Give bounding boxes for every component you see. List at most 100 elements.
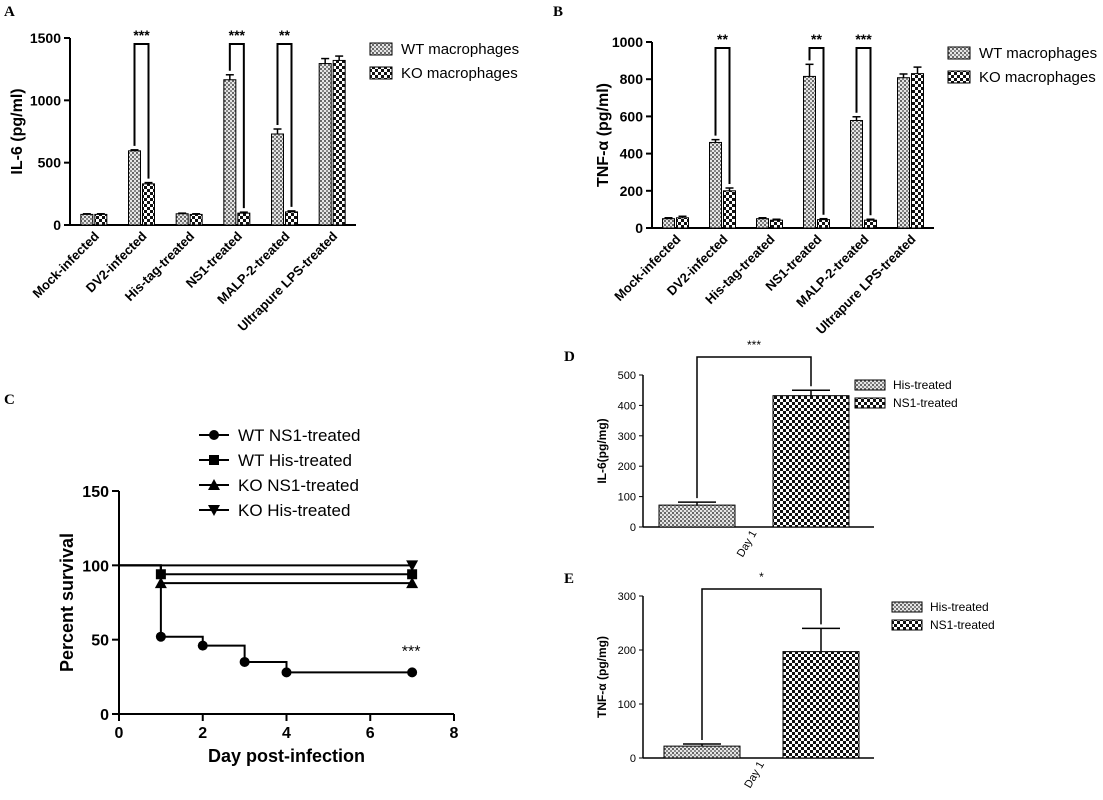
legend-label-his-treated: His-treated [930,600,989,614]
y-tick-label: 200 [620,183,644,199]
data-point-ko-his-treated [406,560,419,572]
y-tick-label: 0 [100,707,109,724]
x-axis-title: Day post-infection [208,746,365,766]
bar-wt-macrophages-ultrapure-lps-treated [897,77,910,229]
panel-label-e: E [564,571,574,587]
x-tick-label: Day 1 [742,760,767,791]
panel-label-b: B [553,4,563,20]
y-tick-label: 0 [630,522,636,534]
data-point-ko-ns1-treated [406,577,419,589]
data-point-wt-ns1-treated [239,656,250,667]
significance-bracket [855,47,872,216]
y-tick-label: 1500 [30,30,61,46]
significance-bracket [808,47,825,215]
survival-line-wt-ns1-treated [119,564,413,674]
y-axis-title: Percent survival [57,533,77,672]
data-point-wt-ns1-treated [155,631,166,642]
bar-ko-macrophages-dv2-infected [142,183,155,226]
legend-label-ko-macrophages: KO macrophages [979,69,1096,86]
bar-ko-macrophages-ultrapure-lps-treated [332,59,346,226]
significance-bracket [701,588,822,740]
y-tick-label: 0 [630,753,636,765]
significance-bracket [228,43,245,209]
y-tick-label: 0 [635,220,643,236]
x-tick-label: 4 [282,725,291,742]
bar-wt-macrophages-dv2-infected [128,150,141,226]
legend-label-ns1-treated: NS1-treated [930,618,995,632]
bar-ns1-treated [782,651,860,759]
bar-wt-macrophages-ultrapure-lps-treated [318,63,332,226]
legend-marker-ko-ns1-treated [208,479,220,490]
significance-label: * [759,570,764,584]
legend-swatch-his-treated [891,601,923,613]
legend-marker-wt-ns1-treated [209,430,219,440]
legend-swatch-ns1-treated [891,619,923,631]
y-tick-label: 1000 [612,34,643,50]
bar-wt-macrophages-mock-infected [80,213,94,226]
y-tick-label: 200 [618,645,636,657]
legend-label-wt-ns1-treated: WT NS1-treated [238,426,361,445]
y-tick-label: 1000 [30,92,61,108]
bar-wt-macrophages-malp-2-treated [850,119,863,229]
y-tick-label: 200 [618,461,636,473]
bar-ko-macrophages-malp-2-treated [285,211,298,226]
bar-his-treated [663,745,741,759]
bar-ko-macrophages-dv2-infected [723,190,736,229]
bar-ko-macrophages-ns1-treated [817,219,830,229]
x-tick-label: 6 [366,725,375,742]
legend-label-wt-his-treated: WT His-treated [238,451,352,470]
legend-label-wt-macrophages: WT macrophages [401,41,519,58]
bar-ko-macrophages-ns1-treated [237,212,251,226]
bar-wt-macrophages-dv2-infected [709,141,722,229]
y-axis-title: TNF-α (pg/ml) [595,83,612,187]
significance-label: ** [717,31,728,47]
legend-swatch-ko-macrophages [947,70,971,84]
chart-panel-c: 0 50 100 150 0 2 4 6 8 Day post-infection Percent … [57,426,459,766]
legend-marker-wt-his-treated [209,455,219,465]
bar-ko-macrophages-his-tag-treated [189,213,203,226]
legend-swatch-wt-macrophages [947,46,971,60]
x-tick-label: Ultrapure LPS-treated [235,228,341,334]
y-tick-label: 600 [620,108,644,124]
legend-label-ns1-treated: NS1-treated [893,396,958,410]
y-tick-label: 300 [618,591,636,603]
x-tick-label: 0 [115,725,124,742]
legend-label-wt-macrophages: WT macrophages [979,45,1097,62]
y-tick-label: 0 [53,217,61,233]
bar-ko-macrophages-mock-infected [676,217,689,229]
x-tick-label: Day 1 [735,529,760,560]
y-tick-label: 500 [618,370,636,382]
legend-swatch-ns1-treated [854,397,886,409]
chart-panel-e: 0 100 200 300 TNF-α (pg/mg) Day 1 * His-treated… [595,570,995,790]
significance-label: *** [229,27,246,43]
bar-wt-macrophages-malp-2-treated [271,133,284,226]
bar-wt-macrophages-ns1-treated [223,79,237,226]
legend-label-ko-ns1-treated: KO NS1-treated [238,476,359,495]
panel-label-d: D [564,349,575,365]
y-tick-label: 100 [618,699,636,711]
bar-wt-macrophages-ns1-treated [803,75,816,229]
y-tick-label: 100 [618,492,636,504]
panel-label-c: C [4,392,15,408]
y-tick-label: 500 [38,155,62,171]
legend-swatch-his-treated [854,379,886,391]
y-tick-label: 400 [618,400,636,412]
legend-swatch-wt-macrophages [369,42,393,56]
chart-panel-d: 0 100 200 300 400 500 IL-6(pg/mg) Day 1 *** His-t… [595,338,958,559]
x-tick-label: 8 [450,725,459,742]
data-point-wt-ns1-treated [281,667,292,678]
bar-wt-macrophages-his-tag-treated [756,218,769,229]
legend-label-ko-macrophages: KO macrophages [401,65,518,82]
significance-label: *** [747,338,761,352]
y-tick-label: 400 [620,146,644,162]
data-point-wt-his-treated [407,569,418,580]
bar-wt-macrophages-his-tag-treated [175,213,189,226]
significance-label: *** [855,31,872,47]
data-point-wt-ns1-treated [407,667,418,678]
significance-bracket [276,43,293,207]
bar-ns1-treated [772,395,850,528]
significance-label: *** [402,643,421,660]
